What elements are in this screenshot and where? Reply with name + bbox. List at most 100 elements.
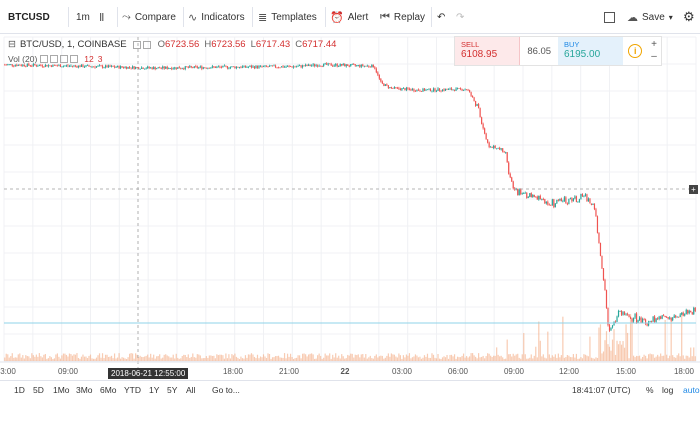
candle (472, 95, 474, 98)
visibility-icon[interactable] (40, 55, 49, 63)
volume-bar (643, 354, 645, 361)
interval-button[interactable]: 1m (76, 0, 90, 34)
sell-button[interactable]: SELL 6108.95 (455, 37, 521, 65)
candle (359, 65, 361, 67)
candle (551, 199, 553, 205)
candle (232, 66, 235, 68)
candle (614, 321, 617, 323)
range-all[interactable]: All (186, 385, 196, 395)
candle (384, 84, 386, 86)
range-3mo[interactable]: 3Mo (76, 385, 93, 395)
percent-scale-toggle[interactable]: % (646, 385, 654, 395)
candle (590, 203, 593, 206)
candle (494, 145, 496, 149)
volume-bar (211, 355, 213, 361)
volume-bar (604, 340, 606, 361)
volume-bar (95, 357, 98, 361)
utc-clock[interactable]: 18:41:07 (UTC) (572, 385, 631, 395)
volume-bar (601, 353, 603, 361)
open-key: O (157, 39, 165, 50)
volume-bar (178, 358, 180, 361)
volume-bar (142, 357, 144, 361)
volume-bar (126, 358, 128, 361)
candle (554, 203, 556, 208)
minus-icon[interactable]: – (651, 51, 657, 62)
settings-button[interactable]: ⚙ (683, 0, 695, 34)
candle (252, 66, 254, 68)
candle (536, 196, 538, 200)
undo-button[interactable]: ↶ (437, 0, 445, 34)
redo-button[interactable]: ↷ (456, 0, 464, 34)
candle (374, 67, 376, 69)
auto-scale-toggle[interactable]: auto (683, 385, 700, 395)
volume-bar (335, 353, 337, 361)
range-5d[interactable]: 5D (33, 385, 44, 395)
range-1mo[interactable]: 1Mo (53, 385, 70, 395)
price-chart[interactable]: 3:00 09:00 15:00 18:00 21:00 22 03:00 06:00 09:0… (0, 35, 700, 379)
alert-button[interactable]: ⏰ Alert (330, 0, 368, 34)
candle (586, 194, 588, 202)
candle (601, 255, 603, 269)
volume-bar (243, 358, 245, 361)
volume-bar (41, 357, 43, 361)
volume-bar (506, 339, 508, 361)
volume-label: Vol (20) (8, 54, 38, 64)
volume-bar (350, 353, 352, 361)
volume-bar (517, 353, 519, 361)
log-scale-toggle[interactable]: log (662, 385, 674, 395)
cloud-icon: ☁ (627, 11, 638, 24)
compare-button[interactable]: ⤳ Compare (122, 0, 176, 34)
volume-bar (387, 353, 389, 361)
chart-pane[interactable]: 3:00 09:00 15:00 18:00 21:00 22 03:00 06:00 09:0… (0, 35, 700, 379)
volume-bar (462, 353, 465, 361)
collapse-icon[interactable]: ⊟ (8, 39, 16, 50)
settings-small-icon[interactable] (142, 40, 151, 49)
volume-bar (472, 353, 474, 361)
replay-button[interactable]: ⏮ Replay (380, 0, 425, 34)
goto-button[interactable]: Go to... (212, 385, 240, 395)
visibility-icon[interactable] (132, 40, 141, 49)
volume-bar (148, 357, 150, 361)
fullscreen-button[interactable] (604, 0, 615, 34)
plus-icon[interactable]: + (651, 39, 657, 50)
volume-bar (189, 357, 191, 361)
volume-bar (660, 353, 662, 361)
candle (202, 67, 204, 69)
save-label: Save (642, 11, 665, 23)
remove-small-icon[interactable] (60, 55, 69, 63)
candle (449, 88, 451, 90)
volume-bar (649, 353, 651, 361)
volume-bar (103, 358, 105, 361)
volume-bar (10, 356, 12, 361)
range-5y[interactable]: 5Y (167, 385, 178, 395)
volume-bar (368, 357, 370, 361)
symbol-search[interactable]: BTCUSD (8, 0, 50, 34)
volume-bar (449, 354, 451, 361)
candle (180, 68, 182, 70)
volume-bar (22, 355, 24, 361)
info-button[interactable]: i (623, 37, 647, 65)
buy-button[interactable]: BUY 6195.00 (558, 37, 624, 65)
volume-bar (577, 358, 579, 361)
range-6mo[interactable]: 6Mo (100, 385, 117, 395)
templates-button[interactable]: ≣ Templates (258, 0, 317, 34)
candle (20, 65, 22, 67)
indicators-button[interactable]: ∿ Indicators (188, 0, 245, 34)
quantity-stepper[interactable]: + – (647, 37, 661, 65)
more-small-icon[interactable] (70, 55, 79, 63)
range-1d[interactable]: 1D (14, 385, 25, 395)
range-1y[interactable]: 1Y (149, 385, 160, 395)
volume-bar (670, 319, 672, 361)
range-ytd[interactable]: YTD (124, 385, 141, 395)
candle (682, 312, 684, 316)
settings-small-icon[interactable] (50, 55, 59, 63)
candle (68, 65, 71, 67)
low-value: 6717.43 (255, 39, 291, 50)
volume-bar (156, 356, 158, 361)
save-button[interactable]: ☁ Save ▾ (627, 0, 673, 34)
candle (151, 67, 153, 70)
chart-style-button[interactable]: Ⅱ (99, 0, 108, 34)
volume-bar (26, 356, 28, 361)
crosshair-plus-icon[interactable]: + (689, 185, 698, 194)
volume-bar (199, 355, 201, 361)
